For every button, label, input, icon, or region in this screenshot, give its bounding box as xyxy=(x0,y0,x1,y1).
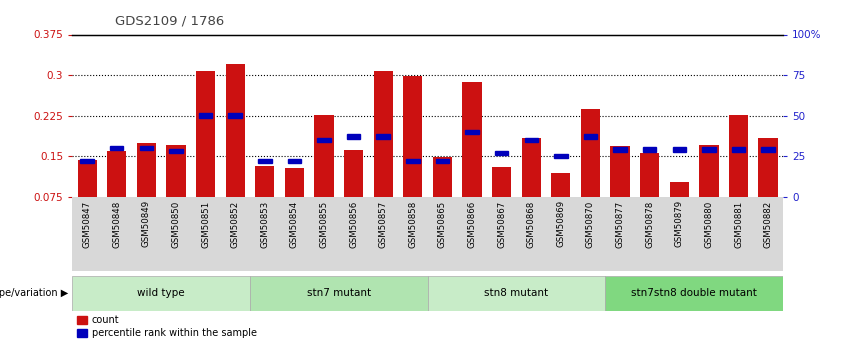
Bar xyxy=(702,147,716,152)
Bar xyxy=(258,159,271,163)
Text: GSM50868: GSM50868 xyxy=(527,200,536,248)
Bar xyxy=(72,276,250,310)
Text: GSM50858: GSM50858 xyxy=(408,200,417,248)
Text: GSM50866: GSM50866 xyxy=(467,200,477,248)
Text: GSM50877: GSM50877 xyxy=(615,200,625,248)
Bar xyxy=(80,159,94,163)
Bar xyxy=(250,276,428,310)
Bar xyxy=(614,147,627,152)
Bar xyxy=(344,150,363,197)
Text: GSM50878: GSM50878 xyxy=(645,200,654,248)
Bar xyxy=(758,138,778,197)
Bar xyxy=(196,71,215,197)
Bar xyxy=(700,145,718,197)
Text: GSM50856: GSM50856 xyxy=(349,200,358,248)
Bar xyxy=(288,159,301,163)
Bar xyxy=(137,143,156,197)
Bar xyxy=(462,82,482,197)
Text: GSM50853: GSM50853 xyxy=(260,200,269,248)
Bar xyxy=(670,181,689,197)
Legend: count, percentile rank within the sample: count, percentile rank within the sample xyxy=(77,315,257,338)
Bar xyxy=(584,135,597,139)
Text: GSM50867: GSM50867 xyxy=(497,200,506,248)
Text: GSM50847: GSM50847 xyxy=(83,200,92,248)
Text: GSM50848: GSM50848 xyxy=(112,200,121,248)
Bar xyxy=(317,138,331,142)
Text: GSM50882: GSM50882 xyxy=(763,200,773,248)
Bar xyxy=(376,135,390,139)
Text: GSM50869: GSM50869 xyxy=(557,200,565,247)
Text: stn7 mutant: stn7 mutant xyxy=(306,288,371,298)
Bar xyxy=(522,138,541,197)
Text: wild type: wild type xyxy=(137,288,185,298)
Bar xyxy=(403,76,422,197)
Bar xyxy=(643,147,656,152)
Bar xyxy=(762,147,775,152)
Bar xyxy=(226,64,245,197)
Bar xyxy=(374,71,393,197)
Text: GSM50870: GSM50870 xyxy=(586,200,595,248)
Bar xyxy=(140,146,153,150)
Bar xyxy=(199,114,212,118)
Bar xyxy=(465,130,479,134)
Text: GSM50881: GSM50881 xyxy=(734,200,743,248)
Text: GSM50854: GSM50854 xyxy=(290,200,299,248)
Text: GSM50857: GSM50857 xyxy=(379,200,388,248)
Bar xyxy=(285,168,304,197)
Text: GSM50850: GSM50850 xyxy=(171,200,180,248)
Bar xyxy=(228,114,242,118)
Bar xyxy=(732,147,745,152)
Text: stn8 mutant: stn8 mutant xyxy=(484,288,549,298)
Text: genotype/variation ▶: genotype/variation ▶ xyxy=(0,288,68,298)
Bar xyxy=(610,146,630,197)
Bar xyxy=(551,174,570,197)
Bar xyxy=(107,151,126,197)
Bar xyxy=(524,138,538,142)
Bar xyxy=(433,157,452,197)
Bar xyxy=(347,135,360,139)
Bar xyxy=(640,153,660,197)
Text: GSM50851: GSM50851 xyxy=(201,200,210,248)
Bar xyxy=(314,115,334,197)
Bar xyxy=(495,151,508,155)
Bar xyxy=(166,145,186,197)
Text: GSM50852: GSM50852 xyxy=(231,200,240,248)
Bar xyxy=(605,276,783,310)
Text: GDS2109 / 1786: GDS2109 / 1786 xyxy=(115,14,224,28)
Text: GSM50879: GSM50879 xyxy=(675,200,684,247)
Bar xyxy=(169,149,183,154)
Bar xyxy=(406,159,420,163)
Bar xyxy=(255,166,274,197)
Bar xyxy=(436,159,449,163)
Bar xyxy=(554,154,568,158)
Bar xyxy=(672,147,686,152)
Text: GSM50880: GSM50880 xyxy=(705,200,713,248)
Bar xyxy=(428,276,605,310)
Bar xyxy=(492,167,511,197)
Text: stn7stn8 double mutant: stn7stn8 double mutant xyxy=(631,288,757,298)
Text: GSM50865: GSM50865 xyxy=(438,200,447,248)
Bar xyxy=(77,160,97,197)
Text: GSM50849: GSM50849 xyxy=(142,200,151,247)
Bar xyxy=(729,115,748,197)
Text: GSM50855: GSM50855 xyxy=(319,200,328,248)
Bar xyxy=(110,146,123,150)
Bar xyxy=(581,109,600,197)
